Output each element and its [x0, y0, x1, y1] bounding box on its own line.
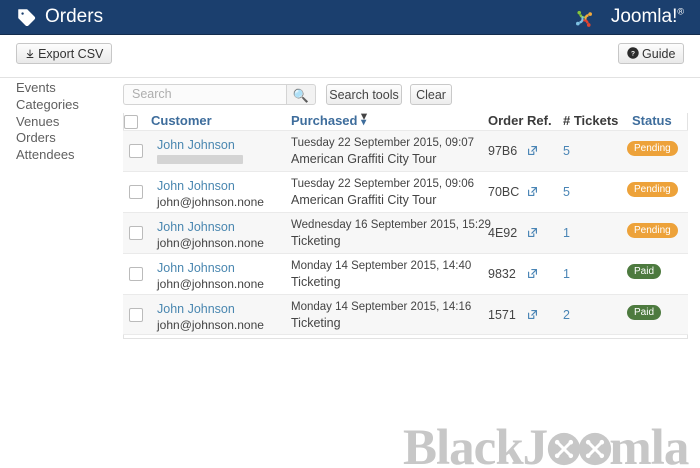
svg-text:?: ? — [631, 51, 635, 58]
